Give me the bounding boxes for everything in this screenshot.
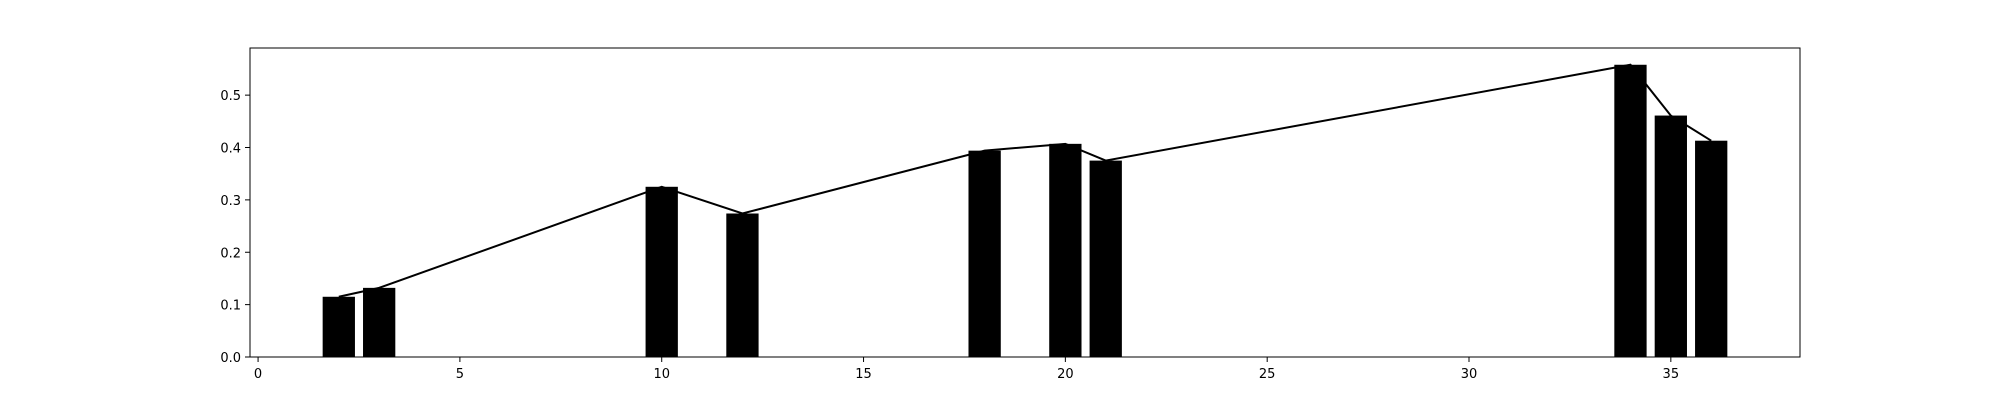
bar — [726, 213, 759, 357]
bar — [322, 296, 355, 357]
bar — [1049, 143, 1082, 357]
y-tick-label: 0.2 — [220, 246, 241, 261]
bar — [645, 186, 678, 357]
y-tick-label: 0.3 — [220, 194, 241, 209]
bar — [1089, 160, 1122, 357]
x-tick-label: 30 — [1461, 367, 1478, 382]
x-tick-label: 15 — [855, 367, 872, 382]
bar — [1654, 115, 1687, 357]
x-tick-label: 35 — [1663, 367, 1680, 382]
plot-area: 0 5 10 15 20 25 30 35 0.0 0.1 0.2 0.3 0.4 0.5 — [220, 47, 1801, 382]
line-series — [338, 63, 1712, 298]
x-tick-label: 5 — [456, 367, 464, 382]
y-tick-label: 0.4 — [220, 142, 241, 157]
bar — [1695, 140, 1728, 357]
bar — [363, 287, 396, 357]
y-tick-label: 0.5 — [220, 89, 241, 104]
x-tick-label: 0 — [254, 367, 262, 382]
y-tick-label: 0.1 — [220, 299, 241, 314]
bar — [968, 150, 1001, 357]
y-tick-label: 0.0 — [220, 351, 241, 366]
x-tick-label: 20 — [1057, 367, 1074, 382]
x-tick-label: 25 — [1259, 367, 1276, 382]
y-axis: 0.0 0.1 0.2 0.3 0.4 0.5 — [220, 89, 250, 366]
bar — [1614, 64, 1647, 357]
bar-series — [322, 64, 1728, 357]
axes-frame — [249, 47, 1801, 358]
x-axis: 0 5 10 15 20 25 30 35 — [254, 357, 1679, 382]
x-tick-label: 10 — [653, 367, 670, 382]
